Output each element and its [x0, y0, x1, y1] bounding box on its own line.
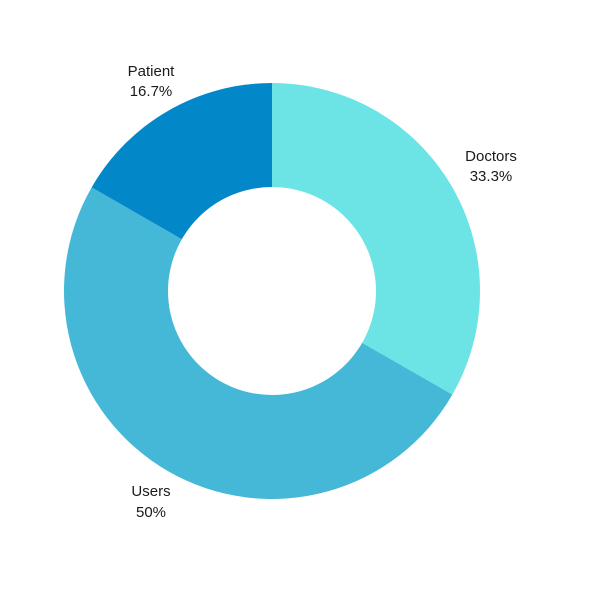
slice-label-users: Users	[131, 483, 170, 500]
slice-value-doctors: 33.3%	[470, 168, 513, 185]
slice-value-patient: 16.7%	[130, 83, 173, 100]
slice-label-patient: Patient	[128, 63, 176, 80]
slice-label-doctors: Doctors	[465, 148, 517, 165]
donut-hole	[168, 187, 376, 395]
slice-value-users: 50%	[136, 504, 166, 521]
